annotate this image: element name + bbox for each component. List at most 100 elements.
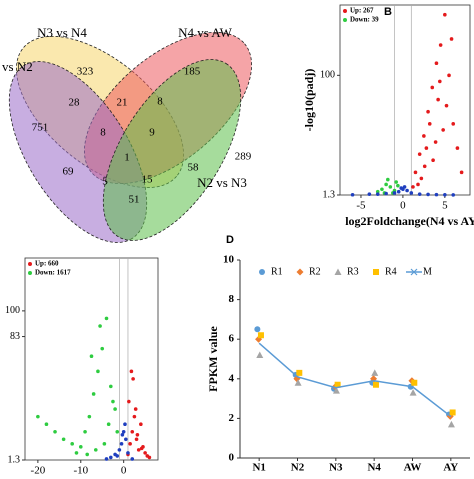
point xyxy=(334,381,341,388)
point xyxy=(93,448,98,452)
region-count: 58 xyxy=(188,162,200,174)
point xyxy=(85,452,90,457)
series-line xyxy=(258,342,452,418)
point xyxy=(350,192,355,197)
set-label: N2 vs N3 xyxy=(197,175,247,190)
x-tick-label: N3 xyxy=(329,462,343,474)
point xyxy=(109,455,113,460)
point xyxy=(115,454,120,458)
point xyxy=(433,140,438,144)
x-tick-label: -10 xyxy=(73,465,88,474)
x-tick-label: -20 xyxy=(31,465,46,474)
region-count: 15 xyxy=(142,174,154,186)
plot-frame xyxy=(339,4,471,196)
legend-label: R3 xyxy=(347,266,359,277)
point xyxy=(431,158,435,163)
legend-marker xyxy=(28,262,32,266)
point xyxy=(438,79,442,84)
point xyxy=(135,432,140,437)
x-tick-label: -5 xyxy=(356,200,366,212)
region-count: 9 xyxy=(149,127,155,139)
point xyxy=(451,193,456,197)
y-tick-label: 100 xyxy=(5,305,20,316)
point xyxy=(405,188,409,193)
region-count: 289 xyxy=(235,151,252,163)
point xyxy=(430,85,435,90)
point xyxy=(127,399,131,404)
point xyxy=(147,455,152,460)
point xyxy=(399,186,404,190)
point xyxy=(386,177,390,182)
point xyxy=(449,409,456,416)
point xyxy=(409,191,414,195)
point xyxy=(419,176,424,181)
point xyxy=(371,369,379,376)
point xyxy=(394,180,398,184)
point xyxy=(111,399,115,404)
point xyxy=(130,457,135,461)
point xyxy=(447,420,455,428)
point xyxy=(417,152,422,156)
legend-marker xyxy=(334,268,342,275)
y-tick-label: 2 xyxy=(229,412,235,424)
x-tick-label: N4 xyxy=(367,462,381,474)
x-tick-label: 5 xyxy=(442,200,448,212)
point xyxy=(396,183,400,188)
point xyxy=(367,192,372,196)
venn-set xyxy=(102,59,242,241)
legend-label: Up: 267 xyxy=(350,7,374,15)
point xyxy=(384,182,388,187)
legend-marker xyxy=(259,269,265,275)
region-count: 185 xyxy=(184,66,201,78)
point xyxy=(254,326,261,333)
point xyxy=(131,377,135,381)
point xyxy=(104,316,109,321)
point xyxy=(402,185,407,189)
point xyxy=(104,457,109,461)
y-tick-label: 10 xyxy=(223,254,235,266)
point xyxy=(417,192,422,196)
point xyxy=(413,170,418,175)
x-tick-label: N2 xyxy=(291,462,305,474)
panel-label: B xyxy=(384,6,392,18)
legend-marker xyxy=(410,268,418,276)
point xyxy=(411,185,415,189)
x-tick-label: 0 xyxy=(400,200,406,212)
legend-label: Down: 39 xyxy=(350,16,379,24)
legend-label: Down: 1617 xyxy=(35,269,71,277)
point xyxy=(388,185,393,189)
point xyxy=(256,351,264,359)
point xyxy=(424,146,429,150)
point xyxy=(411,379,418,386)
point xyxy=(133,407,138,411)
point xyxy=(126,451,130,455)
region-count: 751 xyxy=(32,122,49,134)
legend-marker xyxy=(296,268,304,276)
point xyxy=(257,332,264,339)
point xyxy=(449,37,454,41)
plot-frame xyxy=(24,257,159,461)
point xyxy=(96,369,100,374)
y-tick-label: 1.3 xyxy=(8,454,21,465)
point xyxy=(129,369,134,374)
point xyxy=(443,12,447,17)
point xyxy=(115,429,120,434)
legend-label: R4 xyxy=(385,266,397,277)
point xyxy=(422,164,427,169)
point xyxy=(372,381,379,388)
region-count: 8 xyxy=(157,96,163,108)
point xyxy=(332,387,340,394)
point xyxy=(98,324,102,328)
point xyxy=(113,407,117,411)
point xyxy=(426,109,430,114)
point xyxy=(139,446,144,451)
point xyxy=(102,442,107,446)
point xyxy=(436,97,440,102)
point xyxy=(422,134,426,138)
point xyxy=(444,103,449,108)
point xyxy=(384,191,388,196)
point xyxy=(447,73,451,78)
point xyxy=(123,422,127,426)
point xyxy=(443,192,447,197)
